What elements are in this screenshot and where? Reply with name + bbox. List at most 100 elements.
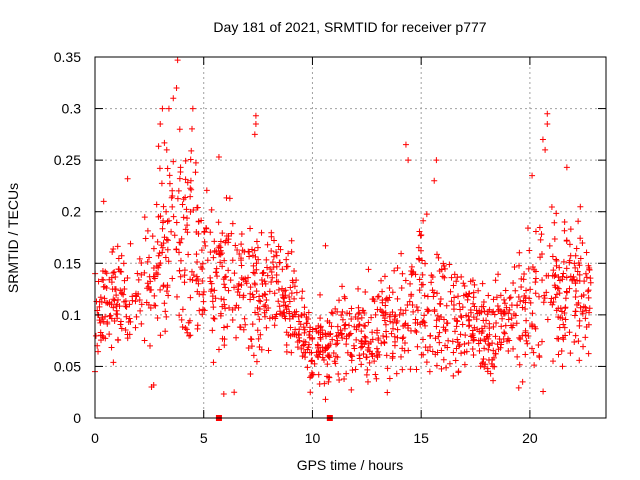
data-point — [586, 267, 593, 274]
data-point — [211, 287, 218, 294]
data-point — [441, 342, 448, 349]
data-point — [457, 312, 464, 319]
data-point — [159, 105, 166, 112]
data-point — [383, 333, 390, 340]
data-point — [484, 311, 491, 318]
data-point — [530, 349, 537, 356]
data-point — [227, 277, 234, 284]
data-point — [413, 328, 420, 335]
data-point — [99, 268, 106, 275]
data-point — [493, 294, 500, 301]
data-point — [359, 343, 366, 350]
grid-lines — [95, 57, 606, 418]
data-point — [272, 315, 279, 322]
data-point — [492, 277, 499, 284]
data-point — [513, 320, 520, 327]
data-point — [579, 310, 586, 317]
data-point — [329, 310, 336, 317]
data-point — [113, 292, 120, 299]
data-point — [199, 311, 206, 318]
data-point — [339, 308, 346, 315]
data-point — [283, 263, 290, 270]
data-point — [523, 337, 530, 344]
data-point — [251, 270, 258, 277]
data-point — [454, 318, 461, 325]
data-point — [281, 313, 288, 320]
data-point — [479, 360, 486, 367]
data-point — [562, 332, 569, 339]
data-point — [451, 294, 458, 301]
data-point — [184, 329, 191, 336]
data-point — [219, 263, 226, 270]
data-point — [276, 308, 283, 315]
data-point — [358, 361, 365, 368]
data-point — [338, 331, 345, 338]
data-point — [382, 309, 389, 316]
data-point — [559, 315, 566, 322]
data-point — [176, 249, 182, 256]
data-point — [142, 235, 149, 242]
data-point — [198, 247, 205, 254]
data-point — [151, 273, 158, 280]
data-point — [245, 345, 252, 352]
data-point — [238, 231, 245, 238]
data-point — [276, 259, 283, 266]
data-point — [549, 253, 556, 260]
data-point — [400, 334, 407, 341]
data-point — [451, 271, 458, 278]
data-point — [180, 214, 187, 221]
data-point — [351, 345, 358, 352]
data-point — [398, 353, 405, 360]
data-point — [361, 333, 368, 340]
data-point — [322, 242, 329, 249]
data-point — [405, 347, 412, 354]
data-point — [414, 307, 421, 314]
data-point — [213, 265, 220, 272]
data-point — [338, 312, 345, 319]
data-point — [207, 249, 214, 256]
data-point — [583, 274, 590, 281]
data-point — [245, 274, 252, 281]
data-point — [176, 126, 183, 133]
data-point — [519, 378, 526, 385]
data-point — [550, 267, 557, 274]
data-point — [423, 211, 430, 218]
data-point — [539, 136, 546, 143]
data-point — [187, 177, 194, 184]
data-point — [561, 227, 568, 234]
data-point — [151, 292, 158, 299]
data-point — [257, 331, 264, 338]
data-point — [144, 258, 151, 265]
data-point — [317, 334, 324, 341]
data-point — [132, 324, 139, 331]
data-point — [242, 321, 249, 328]
data-point — [490, 354, 497, 361]
data-point — [368, 314, 375, 321]
data-point — [382, 321, 389, 328]
data-point — [394, 265, 401, 272]
data-point — [253, 358, 260, 365]
data-point — [319, 344, 326, 351]
data-point — [262, 291, 269, 298]
data-point — [559, 363, 566, 370]
data-point — [461, 341, 468, 348]
data-point — [264, 272, 271, 279]
data-point — [207, 288, 214, 295]
data-point — [209, 298, 216, 305]
data-point — [567, 350, 574, 357]
data-point — [223, 237, 230, 244]
data-point — [402, 307, 409, 314]
data-point — [117, 318, 124, 325]
data-point — [171, 232, 178, 239]
data-point — [154, 238, 161, 245]
data-point — [103, 285, 110, 292]
data-point — [384, 365, 391, 372]
data-point — [436, 267, 443, 274]
data-point — [537, 236, 544, 243]
data-point — [377, 306, 384, 313]
data-point — [162, 254, 169, 261]
data-point — [490, 323, 497, 330]
data-point — [126, 315, 133, 322]
data-point — [110, 245, 117, 252]
data-point — [300, 338, 307, 345]
